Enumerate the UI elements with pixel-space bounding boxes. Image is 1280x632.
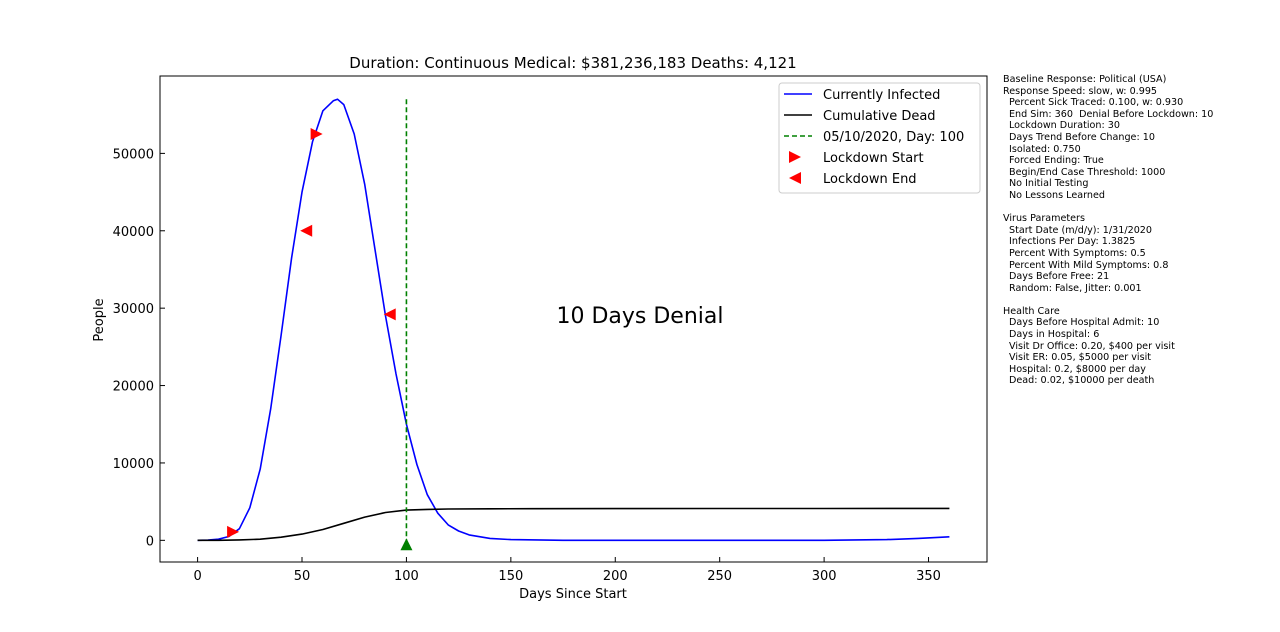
- panel-line: Percent With Symptoms: 0.5: [1009, 247, 1146, 259]
- y-tick-label: 0: [146, 534, 154, 549]
- x-tick-label: 200: [603, 569, 628, 584]
- chart-title: Duration: Continuous Medical: $381,236,1…: [349, 54, 796, 72]
- legend: Currently Infected Cumulative Dead 05/10/2…: [778, 82, 981, 194]
- x-tick-label: 350: [916, 569, 941, 584]
- x-tick-label: 0: [193, 569, 201, 584]
- panel-line: No Initial Testing: [1009, 178, 1089, 190]
- panel-section: Virus Parameters Start Date (m/d/y): 1/31…: [1003, 213, 1273, 294]
- panel-line: Dead: 0.02, $10000 per death: [1009, 375, 1155, 387]
- legend-label: Lockdown Start: [823, 151, 924, 166]
- y-tick-label: 20000: [113, 380, 154, 395]
- axes-frame: [159, 75, 988, 563]
- panel-line: Days Trend Before Change: 10: [1009, 131, 1155, 143]
- x-tick-label: 250: [707, 569, 732, 584]
- panel-line: Start Date (m/d/y): 1/31/2020: [1009, 224, 1153, 236]
- legend-label: Cumulative Dead: [823, 109, 936, 124]
- y-tick-label: 40000: [113, 225, 154, 240]
- x-tick-label: 100: [394, 569, 419, 584]
- panel-line: Days Before Free: 21: [1009, 271, 1110, 283]
- panel-section: Baseline Response: Political (USA) Respon…: [1003, 74, 1273, 202]
- panel-line: Percent Sick Traced: 0.100, w: 0.930: [1009, 97, 1184, 109]
- panel-line: Visit Dr Office: 0.20, $400 per visit: [1009, 340, 1175, 352]
- y-axis-label: People: [92, 298, 107, 341]
- marker-triangle-up: [400, 538, 413, 551]
- parameters-panel: Baseline Response: Political (USA) Respon…: [1003, 74, 1273, 399]
- panel-line: Forced Ending: True: [1009, 155, 1104, 167]
- series-line-0: [197, 98, 950, 542]
- legend-label: Currently Infected: [823, 88, 940, 103]
- x-axis-label: Days Since Start: [519, 587, 627, 602]
- panel-heading: Health Care: [1003, 305, 1060, 317]
- y-tick-label: 10000: [113, 457, 154, 472]
- chart-annotation: 10 Days Denial: [556, 304, 723, 329]
- legend-label: Lockdown End: [823, 172, 917, 187]
- marker-triangle-left: [383, 308, 396, 321]
- x-tick-label: 300: [812, 569, 837, 584]
- legend-box: [778, 82, 981, 194]
- marker-triangle-left: [300, 224, 313, 237]
- plot-area: 0 50 100 150 200 250 300 350 0 10000 20000 30000 400…: [113, 75, 988, 584]
- epidemic-chart: Duration: Continuous Medical: $381,236,1…: [92, 54, 988, 602]
- panel-heading: Virus Parameters: [1003, 213, 1086, 225]
- legend-swatch: [789, 151, 801, 163]
- panel-line: Infections Per Day: 1.3825: [1009, 236, 1136, 248]
- panel-line: Days in Hospital: 6: [1009, 329, 1100, 341]
- panel-line: Lockdown Duration: 30: [1009, 120, 1120, 132]
- legend-swatch: [789, 172, 801, 184]
- panel-line: Response Speed: slow, w: 0.995: [1003, 85, 1158, 97]
- x-tick-label: 150: [498, 569, 523, 584]
- panel-line: Random: False, Jitter: 0.001: [1009, 282, 1142, 294]
- legend-label: 05/10/2020, Day: 100: [823, 130, 964, 145]
- x-tick-label: 50: [294, 569, 311, 584]
- panel-line: Days Before Hospital Admit: 10: [1009, 317, 1160, 329]
- panel-line: Hospital: 0.2, $8000 per day: [1009, 363, 1146, 375]
- panel-line: End Sim: 360 Denial Before Lockdown: 10: [1009, 108, 1214, 120]
- marker-triangle-right: [310, 128, 323, 141]
- panel-line: Isolated: 0.750: [1009, 143, 1081, 155]
- panel-line: Visit ER: 0.05, $5000 per visit: [1009, 352, 1151, 364]
- marker-triangle-right: [227, 525, 240, 538]
- y-tick-label: 50000: [113, 147, 154, 162]
- panel-line: No Lessons Learned: [1009, 189, 1105, 201]
- panel-heading: Baseline Response: Political (USA): [1003, 74, 1167, 85]
- panel-section: Health Care Days Before Hospital Admit: 1…: [1003, 306, 1273, 387]
- panel-line: Begin/End Case Threshold: 1000: [1009, 166, 1166, 178]
- y-tick-label: 30000: [113, 302, 154, 317]
- panel-line: Percent With Mild Symptoms: 0.8: [1009, 259, 1169, 271]
- series-line-1: [197, 507, 950, 542]
